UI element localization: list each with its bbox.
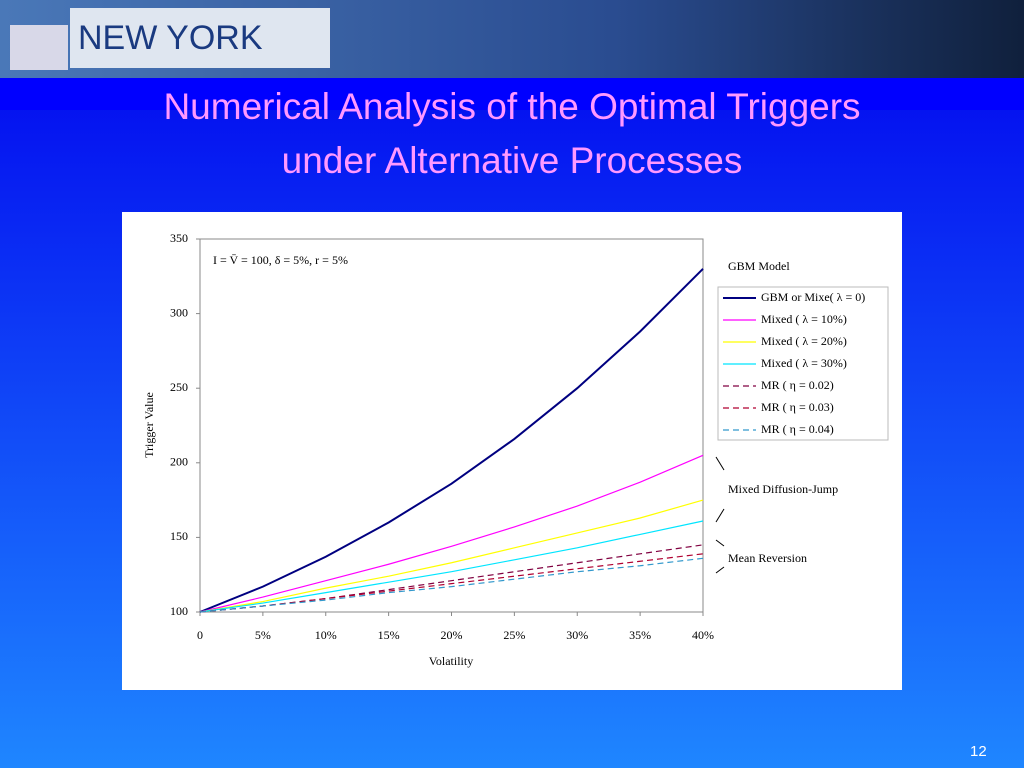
y-tick-label: 350: [170, 231, 188, 245]
y-tick-label: 250: [170, 380, 188, 394]
x-tick-label: 25%: [503, 628, 525, 642]
legend-label: MR ( η = 0.02): [761, 378, 834, 392]
bracket: [715, 566, 725, 574]
series-line: [199, 520, 704, 613]
bracket: [715, 508, 725, 523]
x-tick-label: 5%: [255, 628, 271, 642]
x-tick-label: 40%: [692, 628, 714, 642]
y-tick-label: 150: [170, 529, 188, 543]
x-tick-label: 10%: [315, 628, 337, 642]
series-line: [199, 268, 704, 613]
flag: [10, 25, 68, 70]
annotation: I = V̄ = 100, δ = 5%, r = 5%: [213, 253, 348, 267]
sign: [70, 8, 330, 68]
chart-box: [122, 212, 902, 690]
x-tick-label: 0: [197, 628, 203, 642]
y-axis-label: Trigger Value: [142, 392, 156, 458]
title-band: [0, 78, 1024, 110]
bracket: [715, 456, 725, 471]
y-tick-label: 200: [170, 455, 188, 469]
y-tick-label: 100: [170, 604, 188, 618]
legend-label: Mixed ( λ = 10%): [761, 312, 847, 326]
group-label: Mean Reversion: [728, 551, 807, 565]
x-tick-label: 35%: [629, 628, 651, 642]
banner-text: NEW YORK: [78, 19, 263, 57]
legend-label: Mixed ( λ = 30%): [761, 356, 847, 370]
slide-title: Numerical Analysis of the Optimal Trigge…: [163, 86, 861, 181]
legend-label: MR ( η = 0.03): [761, 400, 834, 414]
bracket: [715, 539, 725, 547]
group-label: Mixed Diffusion-Jump: [728, 482, 838, 496]
x-tick-label: 20%: [441, 628, 463, 642]
series-line: [199, 499, 704, 613]
x-tick-label: 15%: [378, 628, 400, 642]
legend-label: GBM or Mixe( λ = 0): [761, 290, 865, 304]
legend-label: MR ( η = 0.04): [761, 422, 834, 436]
series-line: [199, 454, 704, 613]
x-axis-label: Volatility: [429, 654, 473, 668]
group-label: GBM Model: [728, 259, 790, 273]
y-tick-label: 300: [170, 305, 188, 319]
page-number: 12: [970, 743, 987, 760]
legend-label: Mixed ( λ = 20%): [761, 334, 847, 348]
series-line: [199, 557, 704, 613]
x-tick-label: 30%: [566, 628, 588, 642]
